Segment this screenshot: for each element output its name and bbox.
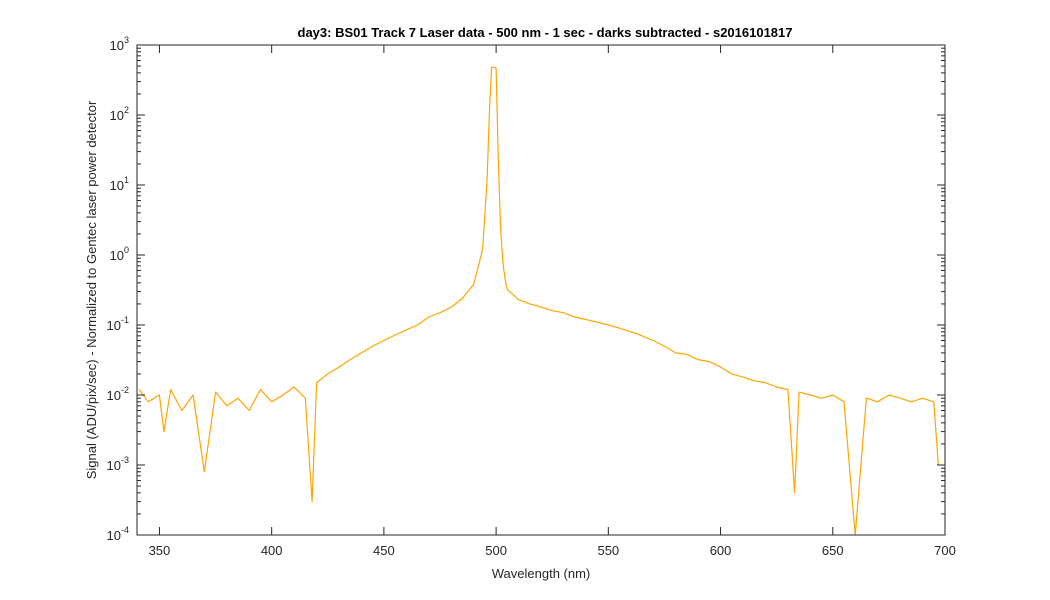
y-axis-ticks: 10-4 10-3 10-2 10-1 100 101 102 103	[107, 35, 945, 543]
x-tick-label: 600	[710, 543, 732, 558]
x-tick-label: 350	[149, 543, 171, 558]
y-tick-label: 100	[110, 245, 129, 263]
series-layer	[138, 66, 939, 536]
x-axis-title: Wavelength (nm)	[492, 566, 591, 581]
series-line-1	[138, 66, 939, 536]
y-tick-label: 10-4	[107, 525, 129, 543]
chart-title: day3: BS01 Track 7 Laser data - 500 nm -…	[298, 25, 793, 40]
y-tick-label: 101	[110, 175, 129, 193]
x-tick-label: 400	[261, 543, 283, 558]
y-tick-label: 103	[110, 35, 129, 53]
x-tick-label: 650	[822, 543, 844, 558]
y-tick-label: 10-3	[107, 455, 129, 473]
x-axis-ticks: 350 400 450 500 550 600 650 700	[149, 45, 956, 558]
x-tick-label: 500	[485, 543, 507, 558]
y-axis-title: Signal (ADU/pix/sec) - Normalized to Gen…	[84, 100, 99, 479]
plot-frame	[136, 44, 946, 536]
plot-area	[137, 45, 945, 535]
y-tick-label: 10-2	[107, 385, 129, 403]
x-tick-label: 700	[934, 543, 956, 558]
x-tick-label: 550	[597, 543, 619, 558]
y-tick-label: 10-1	[107, 315, 129, 333]
y-tick-label: 102	[110, 105, 129, 123]
x-tick-label: 450	[373, 543, 395, 558]
